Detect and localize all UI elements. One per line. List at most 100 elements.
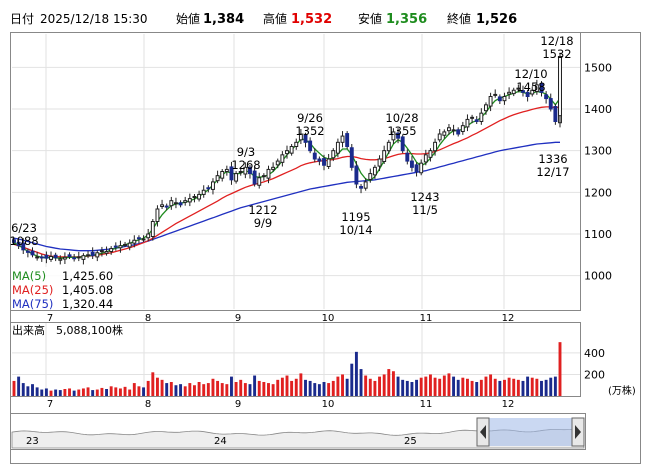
candle-body (437, 133, 442, 141)
volume-bar (549, 377, 553, 396)
candle-body (534, 84, 539, 93)
open-value: 1,384 (203, 12, 244, 27)
volume-bar (63, 389, 67, 396)
candle (359, 184, 363, 194)
volume-bar (391, 371, 395, 396)
candle-body (150, 221, 155, 237)
candle (183, 196, 188, 206)
volume-bar (410, 382, 414, 396)
candle (99, 246, 104, 257)
volume-bar (447, 373, 451, 396)
candle (428, 148, 433, 162)
candle-body (95, 252, 100, 258)
candle (534, 79, 539, 95)
candle-body (428, 150, 433, 158)
candle (497, 94, 502, 104)
candle-body (409, 160, 414, 168)
volume-bar (151, 372, 155, 396)
volume-bar (72, 390, 76, 396)
volume-bar (341, 374, 344, 396)
volume-bar (114, 387, 118, 396)
annotation-value: 9/26 (297, 111, 323, 125)
candle (173, 197, 178, 209)
volume-bar (373, 380, 377, 396)
candle-body (317, 158, 322, 162)
ma-legend: MA(5) 1,425.60 MA(25) 1,405.08 MA(75) 1,… (11, 267, 118, 311)
candle (146, 229, 151, 242)
candle (53, 252, 58, 262)
volume-bar (193, 385, 196, 396)
volume-bar (174, 385, 178, 396)
candle-body (160, 204, 165, 207)
candle (220, 169, 225, 182)
candle (368, 168, 373, 183)
candle (391, 128, 396, 144)
candle (363, 178, 368, 191)
candle-body (308, 140, 313, 152)
candle-body (187, 198, 192, 203)
volume-bar (26, 386, 30, 396)
volume-bar (299, 373, 303, 396)
volume-panel: 400 200 出来高 5,088,100株 (万株) (10, 322, 636, 397)
navigator-year-label: 24 (214, 436, 227, 447)
legend-ma75-label: MA(75) (12, 297, 53, 311)
annotation-date: 1458 (516, 80, 545, 94)
candle (238, 167, 243, 176)
candle (104, 246, 109, 256)
candle-body (53, 254, 58, 259)
candle-body (419, 162, 424, 174)
candle (271, 162, 276, 172)
volume-bar (206, 383, 210, 396)
volume-bar (378, 376, 381, 396)
candle (49, 251, 53, 262)
candle (72, 254, 77, 262)
volume-bar (21, 383, 25, 396)
candle (58, 255, 63, 265)
volume-bar (456, 379, 460, 396)
candle-body (493, 93, 498, 96)
candle-body (345, 133, 350, 147)
y-tick-label: 1200 (584, 186, 612, 199)
candle (419, 159, 424, 176)
candle (261, 173, 266, 181)
volume-bar (49, 390, 53, 396)
candle-body (474, 119, 479, 123)
candle (335, 138, 340, 158)
range-navigator[interactable]: 23 24 25 (10, 413, 586, 450)
candle-body (109, 248, 114, 252)
volume-bar (489, 374, 493, 396)
x-tick-label: 7 (47, 399, 53, 410)
candle (67, 252, 72, 259)
x-tick-label: 7 (47, 313, 53, 324)
y-tick-label: 1000 (584, 270, 612, 283)
low-label: 安値 (358, 11, 382, 26)
candle-body (331, 150, 336, 159)
volume-bar (553, 376, 557, 396)
candle-body (391, 131, 396, 141)
candle-body (414, 164, 419, 172)
annotation-value: 10/28 (385, 111, 418, 125)
volume-bar (253, 375, 257, 396)
volume-bar (466, 378, 469, 396)
candle-body (178, 202, 183, 206)
candle (113, 242, 118, 251)
x-tick-label: 11 (420, 313, 433, 324)
x-tick-label: 9 (235, 399, 241, 410)
candle-body (183, 200, 188, 203)
candle-body (113, 245, 118, 248)
candle (456, 127, 461, 137)
candle (414, 162, 419, 177)
volume-bar (382, 374, 386, 396)
volume-bar (31, 384, 34, 396)
legend-ma25-value: 1,405.08 (62, 283, 113, 297)
volume-bar (142, 387, 146, 396)
candle-body (58, 258, 63, 261)
volume-bar (262, 382, 266, 396)
volume-bar (308, 380, 312, 396)
candle-body (285, 150, 289, 155)
candle (123, 241, 128, 247)
candle (479, 108, 484, 125)
ma25-line (13, 106, 561, 258)
candle (423, 149, 428, 166)
candle-body (252, 170, 257, 185)
